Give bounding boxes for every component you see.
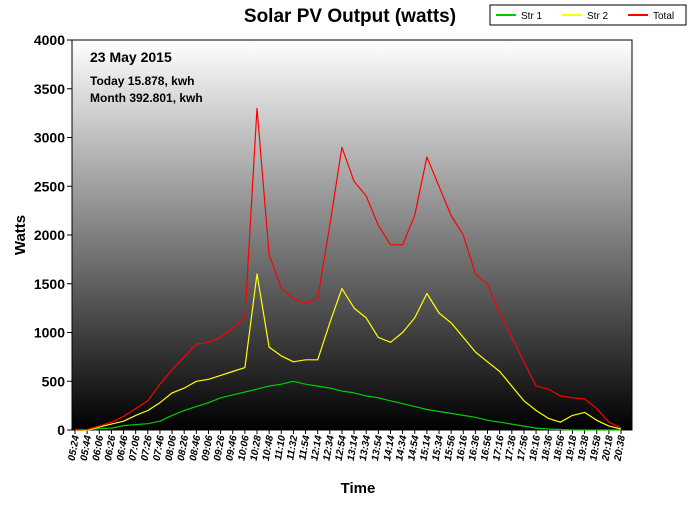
x-tick-label: 19:58 — [588, 434, 603, 462]
x-tick-label: 10:28 — [249, 434, 264, 462]
x-tick-label: 09:26 — [212, 434, 227, 462]
x-tick-label: 10:06 — [237, 434, 252, 462]
x-tick-label: 08:06 — [164, 434, 179, 462]
x-tick-label: 07:46 — [152, 434, 167, 462]
annotation-month: Month 392.801, kwh — [90, 91, 203, 105]
x-tick-label: 15:14 — [419, 434, 434, 462]
series-layer — [74, 107, 622, 431]
x-tick-label: 08:46 — [188, 434, 203, 462]
x-tick-label: 16:36 — [467, 434, 482, 462]
x-tick-label: 20:38 — [613, 434, 629, 463]
x-tick-label: 18:56 — [552, 434, 567, 462]
y-tick-label: 3000 — [34, 130, 65, 146]
x-tick-label: 07:26 — [139, 434, 154, 462]
x-axis: 05:2405:4406:0606:2606:4607:0607:2607:46… — [67, 430, 628, 463]
x-tick-label: 10:48 — [261, 434, 276, 462]
x-tick-label: 05:44 — [79, 434, 94, 462]
legend-label-str2: Str 2 — [587, 11, 609, 22]
x-tick-label: 19:18 — [564, 434, 579, 462]
legend-box — [489, 4, 687, 26]
x-tick-label: 16:16 — [455, 434, 470, 462]
x-tick-label: 19:38 — [576, 434, 591, 462]
y-axis: 0 500 1000 1500 2000 2500 3000 3500 4000 — [34, 32, 72, 438]
series-line-str-2 — [75, 273, 622, 431]
annotation-date: 23 May 2015 — [90, 49, 172, 65]
y-tick-label: 1000 — [34, 325, 65, 341]
x-tick-label: 14:34 — [394, 434, 409, 462]
annotation-today: Today 15.878, kwh — [90, 74, 195, 88]
x-tick-label: 13:14 — [346, 434, 361, 462]
x-axis-label: Time — [341, 480, 376, 497]
x-tick-label: 18:16 — [528, 434, 543, 462]
x-tick-label: 12:34 — [321, 434, 336, 462]
x-tick-label: 12:54 — [334, 434, 349, 462]
x-tick-label: 06:06 — [91, 434, 106, 462]
x-tick-label: 17:36 — [503, 434, 518, 462]
y-tick-label: 1500 — [34, 276, 65, 292]
x-tick-label: 17:56 — [516, 434, 531, 462]
x-tick-label: 13:54 — [370, 434, 385, 462]
series-line-total — [74, 107, 622, 431]
y-axis-label: Watts — [12, 215, 29, 255]
x-tick-label: 15:56 — [443, 434, 458, 462]
x-tick-label: 20:18 — [600, 434, 616, 463]
x-tick-label: 09:06 — [200, 434, 215, 462]
x-tick-label: 11:54 — [297, 434, 312, 461]
x-tick-label: 15:34 — [431, 434, 446, 462]
x-tick-label: 18:36 — [540, 434, 555, 462]
chart-title: Solar PV Output (watts) — [244, 6, 456, 27]
y-tick-label: 2000 — [34, 227, 65, 243]
legend: Str 1 Str 2 Total — [489, 4, 687, 26]
y-tick-label: 4000 — [34, 32, 65, 48]
y-tick-label: 500 — [42, 373, 66, 389]
y-tick-label: 3500 — [34, 81, 65, 97]
y-tick-label: 2500 — [34, 178, 65, 194]
x-tick-label: 16:56 — [479, 434, 494, 462]
x-tick-label: 13:34 — [358, 434, 373, 462]
series-line-str-1 — [75, 380, 621, 431]
x-tick-label: 12:14 — [309, 434, 324, 462]
plot-area — [72, 40, 632, 430]
x-tick-label: 14:54 — [406, 434, 421, 462]
x-tick-label: 06:46 — [115, 434, 130, 462]
x-tick-label: 07:06 — [127, 434, 142, 462]
x-tick-label: 09:46 — [224, 434, 239, 462]
x-tick-label: 05:24 — [67, 434, 82, 462]
x-tick-label: 11:32 — [285, 434, 300, 461]
x-tick-label: 11:10 — [273, 434, 288, 461]
legend-label-str1: Str 1 — [521, 11, 543, 22]
legend-label-total: Total — [653, 11, 674, 22]
x-tick-label: 06:26 — [103, 434, 118, 462]
x-tick-label: 08:26 — [176, 434, 191, 462]
x-tick-label: 14:14 — [382, 434, 397, 462]
y-tick-label: 0 — [57, 422, 65, 438]
x-tick-label: 17:16 — [491, 434, 506, 462]
